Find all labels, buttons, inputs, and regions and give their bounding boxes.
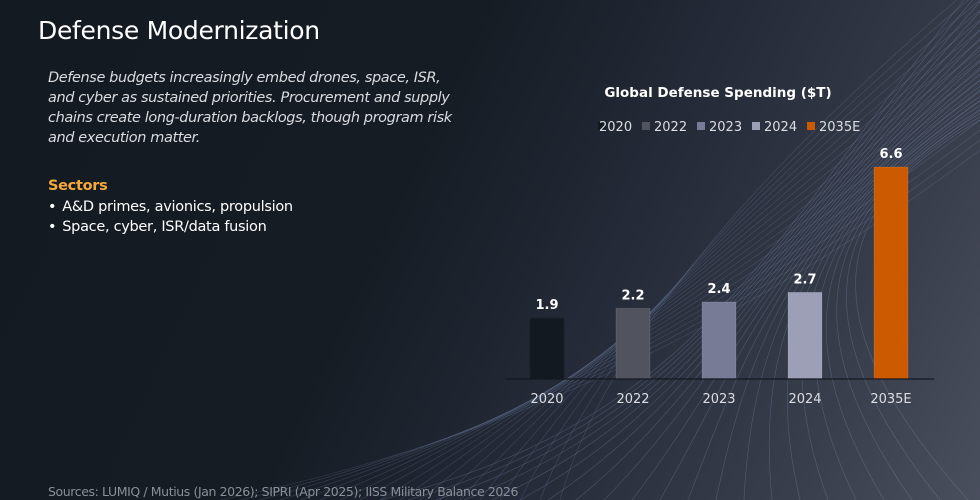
background-curve	[439, 39, 980, 500]
data-label: 2.2	[621, 288, 644, 303]
data-label: 1.9	[535, 298, 558, 313]
background-curve	[547, 38, 980, 500]
background-curve	[491, 20, 980, 500]
background-curve	[519, 0, 980, 500]
legend-label: 2024	[764, 120, 797, 135]
legend-swatch	[807, 122, 815, 130]
slide-title: Defense Modernization	[38, 16, 320, 45]
data-label: 2.7	[793, 272, 816, 287]
background-curve	[786, 96, 980, 500]
background-curve	[715, 80, 980, 500]
background-curve	[768, 90, 980, 500]
x-tick-label: 2020	[530, 392, 563, 407]
background-curve	[575, 46, 980, 500]
background-curve	[825, 109, 980, 500]
intro-paragraph: Defense budgets increasingly embed drone…	[48, 70, 452, 146]
x-tick-label: 2024	[788, 392, 821, 407]
background-curve	[539, 0, 969, 500]
background-curve	[399, 59, 980, 500]
sector-item: A&D primes, avionics, propulsion	[48, 197, 293, 217]
data-label: 6.6	[879, 147, 902, 162]
legend-swatch	[598, 122, 606, 130]
data-label: 2.4	[707, 282, 730, 297]
legend-label: 2023	[709, 120, 742, 135]
x-tick-label: 2022	[616, 392, 649, 407]
background-curve	[603, 53, 980, 500]
background-curve	[459, 29, 980, 500]
bar-2035e	[873, 166, 909, 380]
legend-swatch	[642, 122, 650, 130]
background-curve	[814, 105, 980, 500]
legend-label: 2020	[599, 120, 632, 135]
bar-2022	[615, 307, 651, 380]
background-curve	[801, 100, 980, 500]
x-tick-label: 2023	[702, 392, 735, 407]
background-curve	[846, 116, 980, 500]
legend-swatch	[752, 122, 760, 130]
bar-series: 1.9 2020 2.2 2022 2.4 2023 2.7 2024 6.6 2035E	[529, 147, 912, 407]
sectors-heading: Sectors	[48, 178, 108, 194]
bar-2023	[701, 301, 737, 380]
background-curve	[519, 29, 980, 500]
chart-title: Global Defense Spending ($T)	[604, 85, 831, 101]
background-curve	[479, 19, 980, 500]
background-curve	[743, 85, 980, 500]
background-curve	[631, 60, 980, 500]
sources-footnote: Sources: LUMIQ / Mutius (Jan 2026); SIPR…	[48, 484, 519, 499]
background-curve	[855, 119, 980, 500]
bar-2024	[787, 291, 823, 380]
background-curve	[836, 112, 980, 500]
background-curve	[499, 9, 980, 500]
background-curve	[419, 49, 980, 500]
x-tick-label: 2035E	[870, 392, 911, 407]
chart-legend: 2020 2022 2023 2024 2035E	[598, 120, 860, 135]
legend-swatch	[697, 122, 705, 130]
background-curve	[463, 11, 980, 500]
background-curve	[559, 0, 958, 500]
sector-item: Space, cyber, ISR/data fusion	[48, 217, 293, 237]
background-curve	[659, 67, 980, 500]
background-curve	[687, 74, 980, 500]
bar-2020	[529, 317, 565, 380]
sectors-list: A&D primes, avionics, propulsion Space, …	[48, 197, 293, 237]
legend-label: 2022	[654, 120, 687, 135]
legend-label: 2035E	[819, 120, 860, 135]
